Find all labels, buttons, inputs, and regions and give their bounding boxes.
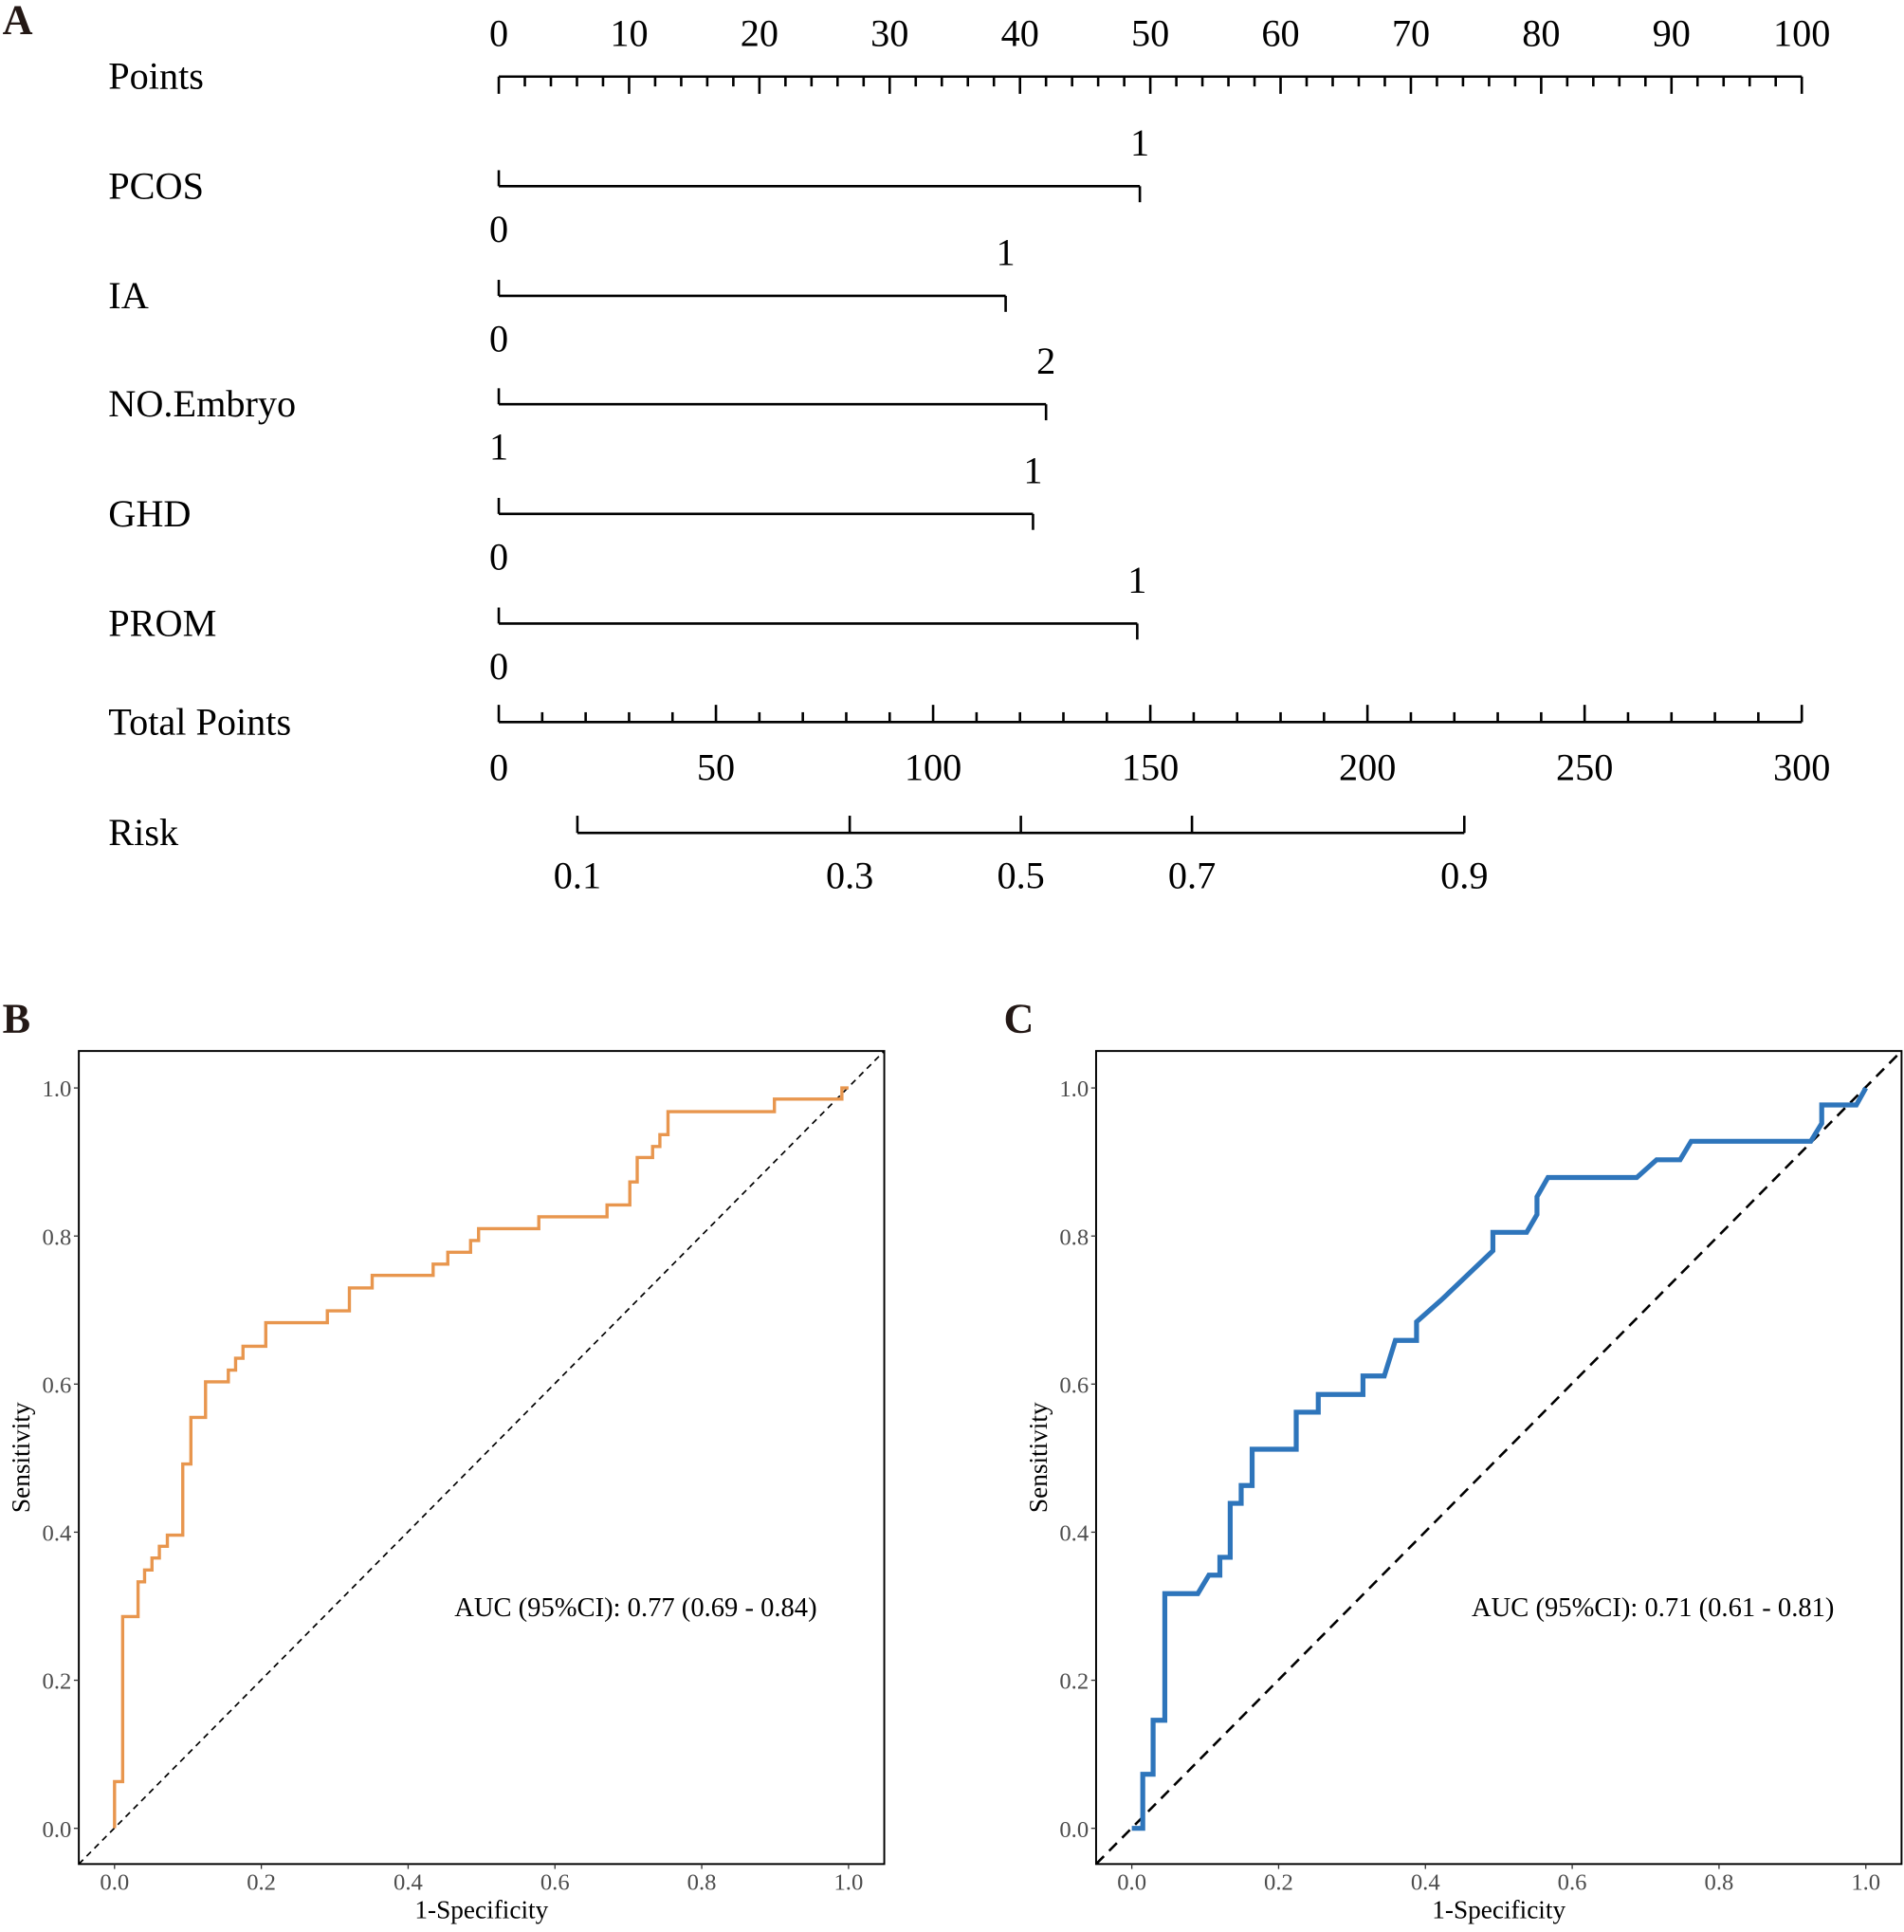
panel-label-c: C [1004,996,1034,1042]
reference-diagonal-line [78,1050,886,1865]
risk-axis-label: Risk [108,811,179,854]
points-tick-label: 30 [870,11,908,54]
x-axis-title: 1-Specificity [1432,1895,1565,1923]
y-tick-label: 0.8 [1059,1224,1089,1250]
total-points-tick-label: 50 [697,745,735,788]
x-tick-label: 0.0 [100,1870,129,1896]
variable-level-label: 1 [1023,449,1042,491]
auc-annotation: AUC (95%CI): 0.77 (0.69 - 0.84) [454,1593,816,1623]
y-tick-label: 0.2 [1059,1669,1089,1695]
x-tick-label: 0.8 [687,1870,717,1896]
x-tick-label: 0.6 [1558,1870,1587,1896]
risk-tick-label: 0.7 [1168,855,1216,897]
total-points-tick-label: 100 [905,745,961,788]
points-tick-label: 50 [1131,11,1169,54]
variable-level-label: 1 [489,426,508,469]
total-points-tick-label: 0 [489,745,508,788]
variable-label-prom: PROM [108,601,216,644]
roc-curve [113,1086,849,1829]
variable-level-label: 0 [489,645,508,688]
total-points-axis-label: Total Points [108,700,291,743]
y-tick-label: 0.0 [1059,1817,1089,1843]
y-tick-label: 0.0 [43,1817,72,1843]
y-tick-label: 0.8 [43,1224,72,1250]
variable-label-ia: IA [108,274,148,317]
points-tick-label: 0 [489,11,508,54]
x-tick-label: 0.2 [247,1870,276,1896]
y-axis-title: Sensitivity [1024,1402,1053,1513]
risk-tick-label: 0.5 [997,855,1044,897]
y-tick-label: 0.4 [43,1521,72,1547]
x-tick-label: 0.8 [1705,1870,1734,1896]
roc-curve [1131,1086,1869,1831]
x-tick-label: 0.0 [1117,1870,1146,1896]
y-tick-label: 0.6 [1059,1372,1089,1398]
total-points-tick-label: 250 [1556,745,1613,788]
x-tick-label: 1.0 [1851,1870,1880,1896]
variable-level-label: 2 [1036,340,1055,382]
points-tick-label: 20 [741,11,778,54]
points-tick-label: 80 [1522,11,1560,54]
panel-label-a: A [3,0,33,43]
variable-label-no-embryo: NO.Embryo [108,382,296,425]
points-tick-label: 70 [1392,11,1430,54]
y-tick-label: 1.0 [1059,1076,1089,1102]
x-axis-title: 1-Specificity [414,1895,548,1923]
roc-chart-c: 0.0 0.2 0.4 0.6 0.8 1.0 0.0 0.2 0.4 0.6 0.8 1.0 1-Sp… [1024,1050,1903,1924]
risk-tick-label: 0.9 [1440,855,1488,897]
variable-label-ghd: GHD [108,492,191,535]
total-points-tick-label: 200 [1339,745,1396,788]
points-axis-label: Points [108,55,204,98]
x-tick-label: 0.2 [1264,1870,1293,1896]
points-tick-label: 60 [1261,11,1299,54]
variable-level-label: 0 [489,208,508,250]
variable-level-label: 1 [1127,559,1146,601]
variable-level-label: 1 [997,230,1016,273]
variable-level-label: 0 [489,535,508,578]
risk-tick-label: 0.3 [826,855,873,897]
reference-diagonal-line [1095,1050,1903,1866]
points-tick-label: 100 [1773,11,1830,54]
variable-label-pcos: PCOS [108,164,204,207]
variable-level-label: 0 [489,317,508,359]
y-tick-label: 0.2 [43,1669,72,1695]
points-tick-label: 40 [1001,11,1039,54]
total-points-tick-label: 150 [1122,745,1179,788]
auc-annotation: AUC (95%CI): 0.71 (0.61 - 0.81) [1472,1593,1834,1623]
y-axis-title: Sensitivity [7,1402,35,1513]
risk-tick-label: 0.1 [554,855,601,897]
x-tick-label: 0.6 [540,1870,570,1896]
x-tick-label: 0.4 [1411,1870,1440,1896]
points-tick-label: 10 [610,11,648,54]
y-tick-label: 0.6 [43,1372,72,1398]
points-tick-label: 90 [1653,11,1691,54]
x-tick-label: 0.4 [394,1870,423,1896]
panel-label-b: B [3,996,30,1042]
variable-level-label: 1 [1130,121,1149,164]
y-tick-label: 0.4 [1059,1521,1089,1547]
y-tick-label: 1.0 [43,1076,72,1102]
x-tick-label: 1.0 [833,1870,863,1896]
roc-chart-b: 0.0 0.2 0.4 0.6 0.8 1.0 0.0 0.2 0.4 0.6 0.8 1.0 1-Sp… [7,1050,886,1924]
total-points-tick-label: 300 [1773,745,1830,788]
